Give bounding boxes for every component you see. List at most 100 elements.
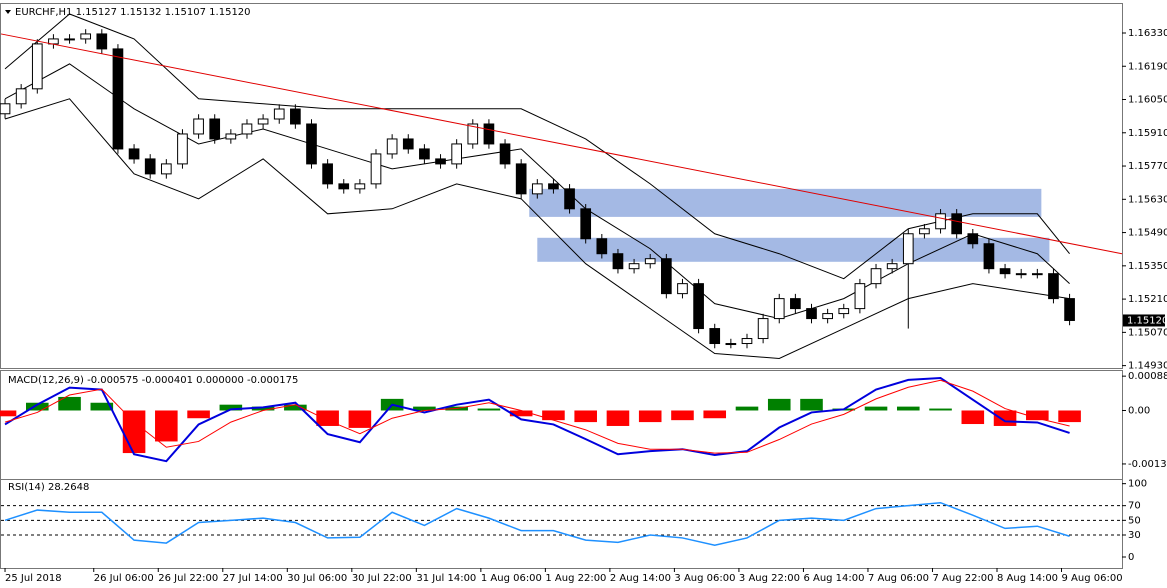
macd-histogram-bar (929, 408, 952, 411)
macd-histogram-bar (896, 406, 920, 411)
last-price-label: 1.15120 (1127, 315, 1167, 326)
y-tick-label: 0.000887 (1128, 371, 1167, 382)
candle-body (838, 308, 850, 315)
candle-body (177, 133, 188, 165)
y-tick-label: 70 (1128, 501, 1141, 512)
macd-histogram-bar (1058, 410, 1081, 423)
macd-histogram-bar (703, 410, 727, 419)
macd-histogram-bar (1026, 410, 1049, 421)
candle-body (306, 123, 317, 165)
y-tick-label: 50 (1128, 515, 1141, 526)
candle-body (1048, 273, 1059, 300)
macd-histogram-bar (187, 410, 210, 419)
candle-body (112, 48, 124, 150)
candle-body (128, 148, 140, 160)
candle-body (1064, 298, 1075, 321)
candle-body (257, 118, 269, 125)
candle-body (467, 123, 479, 145)
macd-histogram-bar (90, 402, 114, 411)
x-tick-label: 31 Jul 14:00 (416, 573, 476, 584)
candle-body (483, 123, 495, 145)
candle-body (902, 233, 914, 265)
price-panel-frame (0, 3, 1123, 369)
x-tick-label: 7 Aug 22:00 (932, 573, 993, 584)
candle-body (338, 183, 350, 190)
candle-body (951, 213, 963, 235)
macd-histogram-bar (735, 406, 759, 411)
trend-line (0, 33, 1123, 255)
x-tick-label: 8 Aug 14:00 (997, 573, 1058, 584)
candle-body (1015, 273, 1027, 276)
macd-title: MACD(12,26,9) -0.000575 -0.000401 0.0000… (8, 375, 298, 386)
candle-body (773, 298, 785, 320)
macd-histogram-bar (574, 410, 597, 423)
macd-histogram-bar (122, 410, 146, 454)
candle-body (0, 103, 11, 115)
y-tick-label: 1.15210 (1128, 294, 1167, 305)
x-tick-label: 1 Aug 22:00 (545, 573, 606, 584)
x-tick-label: 7 Aug 06:00 (868, 573, 929, 584)
macd-histogram-bar (509, 410, 533, 417)
macd-histogram-bar (606, 410, 630, 426)
candle-body (596, 238, 608, 255)
rsi-title: RSI(14) 28.2648 (8, 482, 89, 493)
candle-body (709, 328, 721, 345)
macd-histogram-bar (638, 410, 662, 423)
candle-body (790, 298, 801, 310)
candle-body (31, 43, 43, 90)
candle-body (435, 158, 446, 165)
candle-body (515, 163, 527, 195)
y-tick-label: 30 (1128, 530, 1141, 541)
zone (529, 188, 1042, 217)
macd-histogram-bar (477, 408, 501, 411)
macd-histogram-bar (961, 410, 985, 425)
candle-body (241, 123, 253, 135)
candle-body (1031, 273, 1043, 276)
candle-body (290, 108, 301, 125)
macd-histogram-bar (26, 402, 49, 411)
y-tick-label: 1.14930 (1128, 361, 1167, 372)
macd-histogram-bar (767, 398, 791, 411)
macd-histogram-bar (348, 410, 372, 428)
candle-body (677, 283, 688, 295)
macd-line (4, 379, 1070, 454)
x-tick-label: 3 Aug 22:00 (739, 573, 800, 584)
y-tick-label: 0.00 (1128, 405, 1150, 416)
y-tick-label: 0 (1128, 552, 1134, 563)
bollinger-band (4, 98, 1070, 360)
candle-body (757, 318, 769, 340)
candle-body (419, 148, 430, 160)
candle-body (725, 343, 737, 346)
x-tick-label: 26 Jul 06:00 (94, 573, 154, 584)
candle-body (273, 108, 285, 120)
macd-histogram-bar (155, 410, 178, 442)
candle-body (983, 243, 995, 270)
x-tick-label: 6 Aug 14:00 (803, 573, 864, 584)
candle-body (967, 233, 979, 245)
candle-body (564, 188, 575, 210)
menu-arrow[interactable] (5, 10, 11, 14)
candle-body (386, 138, 398, 155)
y-tick-label: 1.15910 (1128, 128, 1167, 139)
x-tick-label: 3 Aug 06:00 (674, 573, 735, 584)
y-tick-label: 1.15770 (1128, 161, 1167, 172)
candle-body (193, 118, 204, 135)
candle-body (999, 268, 1011, 275)
price-title: EURCHF,H1 1.15127 1.15132 1.15107 1.1512… (15, 7, 251, 18)
y-tick-label: 1.16190 (1128, 61, 1167, 72)
candle-body (531, 183, 543, 195)
candle-body (64, 38, 75, 41)
x-tick-label: 2 Aug 14:00 (610, 573, 671, 584)
macd-histogram-bar (251, 406, 275, 411)
macd-histogram-bar (542, 410, 565, 421)
candle-body (322, 163, 333, 185)
candle-body (225, 133, 237, 140)
x-tick-label: 30 Jul 22:00 (352, 573, 412, 584)
candle-body (80, 33, 92, 40)
candle-body (548, 183, 559, 190)
candle-body (499, 143, 511, 165)
candle-body (644, 258, 656, 265)
x-tick-label: 26 Jul 22:00 (158, 573, 218, 584)
